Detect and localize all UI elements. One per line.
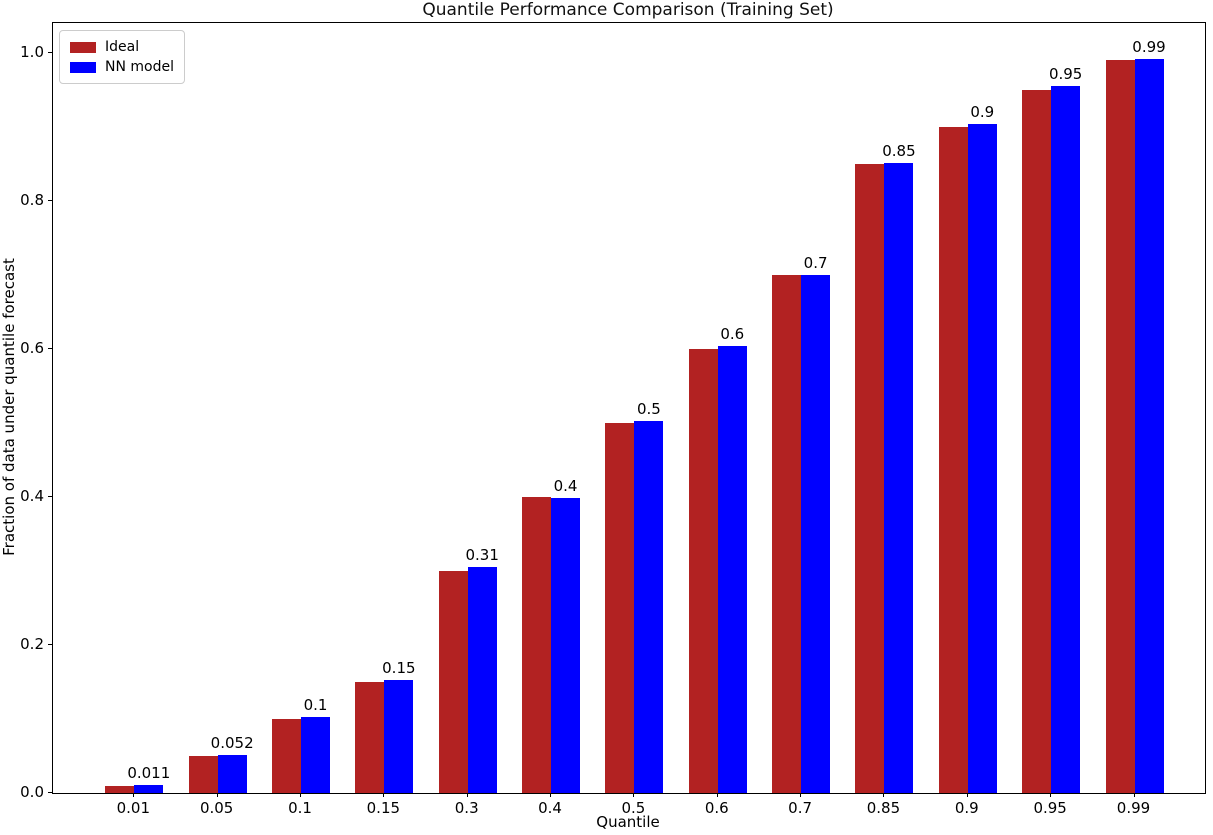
legend-swatch-nn-model: [70, 61, 96, 73]
x-tick-label: 0.1: [288, 799, 312, 817]
bar-nn-model-0.95: [1051, 85, 1081, 793]
x-tick-mark: [300, 793, 301, 797]
bar-value-label: 0.9: [970, 103, 995, 122]
bar-value-label: 0.15: [382, 659, 416, 678]
x-tick-mark: [883, 793, 885, 797]
legend-label-ideal: Ideal: [105, 39, 140, 55]
bar-nn-model-0.01: [134, 784, 164, 793]
x-tick-label: 0.5: [621, 799, 646, 817]
bar-nn-model-0.9: [967, 124, 997, 793]
bar-value-label: 0.052: [210, 733, 254, 752]
x-tick-label: 0.4: [538, 799, 562, 817]
x-tick-label: 0.7: [788, 799, 813, 817]
x-tick-label: 0.01: [116, 799, 150, 817]
y-tick-label: 0.4: [20, 486, 44, 505]
bar-nn-model-0.15: [384, 680, 414, 793]
x-tick-mark: [800, 793, 802, 797]
y-tick-mark: [48, 792, 52, 793]
x-tick-mark: [1050, 793, 1052, 797]
bar-ideal-0.4: [522, 496, 552, 793]
bar-nn-model-0.4: [551, 498, 581, 793]
bar-value-label: 0.011: [127, 763, 171, 782]
y-tick-label: 0.8: [20, 190, 44, 209]
legend-item-nn-model: NN model: [70, 57, 174, 77]
chart-title: Quantile Performance Comparison (Trainin…: [422, 0, 834, 20]
y-tick-label: 1.0: [20, 42, 44, 61]
bar-ideal-0.6: [688, 348, 718, 793]
x-tick-label: 0.85: [866, 799, 901, 817]
legend-item-ideal: Ideal: [70, 37, 174, 57]
x-tick-mark: [633, 793, 635, 797]
bar-value-label: 0.6: [720, 324, 745, 343]
bar-ideal-0.01: [105, 785, 135, 793]
x-tick-label: 0.95: [1033, 799, 1067, 817]
bar-value-label: 0.5: [636, 399, 661, 418]
legend-swatch-ideal: [70, 41, 96, 53]
y-tick-label: 0.0: [20, 783, 44, 801]
bar-nn-model-0.3: [467, 567, 497, 793]
bar-ideal-0.85: [855, 163, 885, 793]
bar-ideal-0.1: [272, 718, 301, 793]
x-tick-label: 0.9: [954, 799, 979, 817]
legend-label-nn-model: NN model: [105, 59, 174, 75]
x-tick-mark: [383, 793, 385, 797]
x-axis-label: Quantile: [596, 813, 660, 831]
x-tick-mark: [216, 793, 218, 797]
x-tick-mark: [550, 793, 552, 797]
bar-nn-model-0.05: [217, 754, 247, 793]
bar-value-label: 0.7: [803, 253, 828, 272]
x-tick-mark: [1133, 793, 1135, 797]
bar-nn-model-0.99: [1134, 58, 1164, 793]
x-tick-label: 0.99: [1116, 799, 1151, 817]
x-tick-label: 0.3: [454, 799, 479, 817]
bar-ideal-0.9: [938, 126, 968, 793]
bar-ideal-0.95: [1022, 89, 1052, 793]
bar-ideal-0.3: [438, 570, 468, 793]
x-tick-mark: [966, 793, 968, 797]
x-tick-mark: [466, 793, 468, 797]
y-tick-mark: [48, 643, 52, 645]
bar-ideal-0.7: [772, 274, 802, 793]
legend: Ideal NN model: [59, 30, 185, 84]
x-tick-label: 0.15: [366, 799, 401, 817]
bar-value-label: 0.1: [303, 696, 328, 715]
y-tick-label: 0.6: [20, 338, 44, 357]
plot-area: 0.011 0.052 0.1 0.15 0.31 0.4 0.5 0.6 0.7 0.85 0.9…: [52, 22, 1206, 794]
x-tick-label: 0.05: [199, 799, 234, 817]
y-tick-mark: [48, 199, 52, 201]
bar-nn-model-0.1: [301, 717, 330, 793]
bar-ideal-0.15: [355, 681, 385, 793]
bar-value-label: 0.4: [553, 477, 578, 496]
y-tick-mark: [48, 347, 52, 349]
bar-ideal-0.99: [1105, 60, 1135, 793]
bar-ideal-0.05: [188, 755, 218, 793]
bar-ideal-0.5: [605, 422, 635, 793]
bar-value-label: 0.95: [1048, 64, 1083, 83]
x-tick-label: 0.6: [704, 799, 729, 817]
y-tick-mark: [48, 51, 52, 53]
bar-nn-model-0.6: [717, 345, 747, 793]
bar-value-label: 0.85: [882, 141, 916, 160]
x-tick-mark: [133, 793, 135, 797]
bar-value-label: 0.31: [465, 546, 499, 565]
bar-nn-model-0.5: [634, 420, 664, 793]
bar-nn-model-0.7: [801, 274, 831, 793]
y-tick-mark: [48, 495, 52, 497]
x-tick-mark: [716, 793, 718, 797]
bar-nn-model-0.85: [884, 162, 914, 793]
y-tick-label: 0.2: [20, 634, 44, 653]
bar-value-label: 0.99: [1132, 37, 1166, 56]
